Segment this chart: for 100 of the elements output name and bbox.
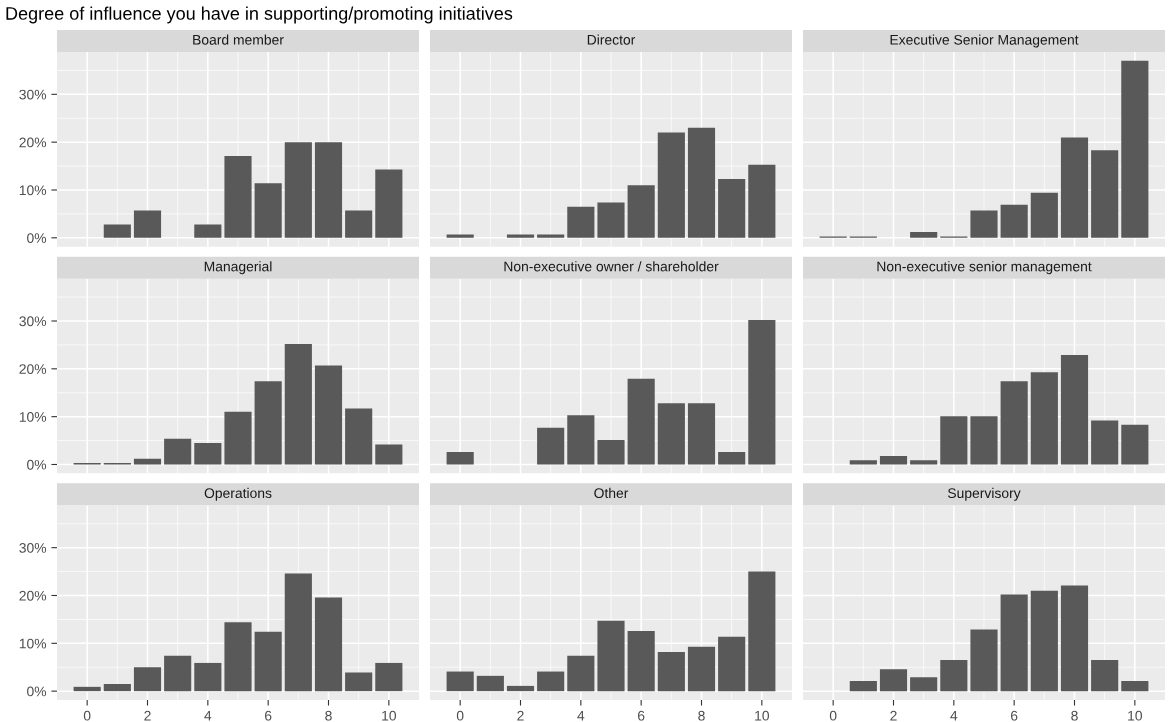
bar [224,622,252,692]
y-tick-label: 0% [27,459,47,470]
text: Degree of influence you have in supporting/promoting initiatives [6,6,513,24]
bar [1000,204,1028,238]
bar [537,427,565,465]
bar [314,142,343,238]
bar [627,185,655,238]
chart-title: Other [594,487,629,499]
x-tick-label: 10 [382,710,397,721]
bar [476,675,504,692]
x-tick-label: 4 [204,710,212,721]
bar [1091,660,1119,692]
chart-title: Non-executive owner / shareholder [504,261,719,272]
bar [1121,60,1149,238]
x-tick-label: 10 [755,710,770,721]
bar [446,671,474,692]
bar [224,156,252,238]
bar [345,408,373,465]
y-tick-label: 10% [19,638,47,649]
bar [970,416,998,465]
y-tick-label: 0% [27,686,47,697]
bar [345,210,373,238]
bar [506,685,535,692]
bar [164,438,192,465]
bar [940,416,968,465]
bar [970,210,998,238]
bar [597,202,625,238]
bar [446,452,474,465]
bar [73,686,101,692]
bar [718,452,746,465]
x-tick-label: 8 [325,710,332,721]
bar [194,224,222,238]
bar [1091,150,1119,238]
bar [597,440,625,465]
bar [657,651,685,692]
bar [1030,590,1058,692]
bar [567,655,595,692]
bar [103,683,131,692]
bar [1060,137,1089,238]
bar [1030,192,1058,238]
bar [627,378,655,465]
bar [314,365,343,465]
chart-title: Managerial [204,261,272,275]
bar [879,455,908,465]
bar [284,573,312,692]
bar [910,677,938,692]
bar [567,206,595,238]
bar [164,655,192,692]
bar [284,142,312,238]
y-tick-label: 30% [19,316,47,327]
x-tick-label: 8 [698,710,705,721]
bar [254,381,282,465]
bar [1091,420,1119,465]
y-tick-label: 0% [27,233,47,243]
bar [849,460,877,465]
x-tick-label: 4 [577,710,585,721]
x-tick-label: 2 [890,710,897,721]
bar [657,403,685,465]
x-tick-label: 4 [950,710,958,721]
bar [1000,594,1028,692]
bar [284,343,312,465]
chart-title: Operations [204,487,272,501]
x-tick-label: 2 [517,710,524,721]
bar [627,630,655,692]
bar [597,620,625,692]
bar [940,660,968,692]
bar [910,460,938,465]
chart-title: Director [587,34,636,45]
y-tick-label: 30% [19,89,47,100]
y-tick-label: 20% [19,137,47,148]
bar [718,178,746,238]
bar [1121,681,1149,692]
bar [254,631,282,692]
bar [103,224,131,238]
bar [537,234,565,238]
bar [687,127,716,238]
bar [1060,585,1089,692]
y-tick-label: 30% [19,543,47,553]
bar [1000,381,1028,465]
x-tick-label: 6 [265,710,272,721]
bar [375,444,403,465]
bar [224,411,252,465]
bar [446,234,474,238]
chart-title: Supervisory [947,487,1021,501]
bar [687,403,716,465]
bar [879,669,908,692]
bar [910,232,938,238]
bar [1060,354,1089,465]
y-tick-label: 10% [19,411,47,422]
chart-title: Non-executive senior management [877,261,1092,275]
x-tick-label: 0 [829,710,837,721]
bar [133,210,162,238]
bar [687,646,716,692]
x-tick-label: 0 [456,710,464,721]
bar [1030,372,1058,465]
bar [314,597,343,692]
bar [194,442,222,465]
bar [537,671,565,692]
x-tick-label: 10 [1128,710,1143,721]
y-tick-label: 20% [19,590,47,601]
